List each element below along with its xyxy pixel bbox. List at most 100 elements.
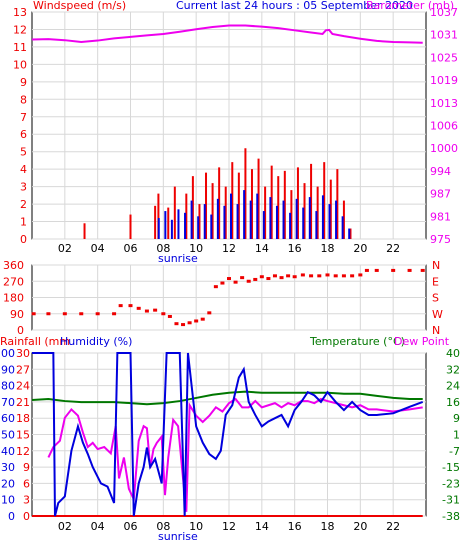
wind-y-tick-label: 12 [13,23,27,36]
direction-point [46,312,51,316]
baro-y-tick-label: 1006 [430,120,458,133]
wind-x-tick-label: 04 [91,242,105,255]
direction-point [333,274,338,278]
wind-y-tick-label: 8 [20,93,27,106]
hum-x-tick-label: 10 [189,520,203,533]
direction-point [364,268,369,272]
rain-tick-label: 12 [16,445,30,458]
baro-y-tick-label: 1000 [430,142,458,155]
direction-point [227,277,231,281]
temp-tick-label: 24 [446,380,460,393]
baro-y-tick-label: 1025 [430,51,458,64]
wind-y-tick-label: 7 [20,111,27,124]
dir-compass-label: N [432,324,440,337]
direction-point [259,275,264,279]
direction-point [279,276,284,280]
rain-tick-label: 0 [23,510,30,523]
humidity-tick-label: 70 [1,396,15,409]
direction-point [213,285,218,289]
hum-x-tick-label: 08 [156,520,170,533]
dir-compass-label: E [432,275,439,288]
direction-point [292,275,297,279]
dewpoint-line [47,397,423,512]
direction-point [317,274,322,278]
wind-y-tick-label: 6 [20,128,27,141]
dir-y-tick-label: 90 [10,308,24,321]
direction-point [174,322,179,326]
direction-point [200,317,205,321]
direction-point [246,279,251,283]
baro-y-tick-label: 1031 [430,29,458,42]
direction-point [62,312,67,316]
rain-tick-label: 21 [16,396,30,409]
rain-tick-label: 15 [16,429,30,442]
temp-tick-label: 40 [446,347,460,360]
dir-y-tick-label: 360 [3,259,24,272]
dir-compass-label: W [432,308,443,321]
wind-x-tick-label: 12 [222,242,236,255]
hum-x-tick-label: 12 [222,520,236,533]
humidity-tick-label: 80 [1,380,15,393]
dir-compass-label: N [432,259,440,272]
hum-x-tick-label: 02 [58,520,72,533]
baro-y-tick-label: 987 [430,188,451,201]
humidity-tick-label: 40 [1,445,15,458]
wind-x-tick-label: 16 [288,242,302,255]
wind-x-tick-label: 08 [156,242,170,255]
wind-x-tick-label: 06 [124,242,138,255]
direction-point [420,268,425,272]
wind-x-tick-label: 18 [321,242,335,255]
wind-y-tick-label: 13 [13,6,27,19]
baro-y-tick-label: 981 [430,210,451,223]
wind-y-tick-label: 11 [13,41,27,54]
humidity-tick-label: 20 [1,477,15,490]
humidity-line [32,352,424,517]
wind-y-tick-label: 10 [13,58,27,71]
baro-y-tick-label: 1037 [430,6,458,19]
direction-point [253,277,258,281]
baro-y-tick-label: 1013 [430,97,458,110]
direction-point [266,277,271,281]
hum-x-tick-label: 14 [255,520,269,533]
direction-point [194,319,199,323]
rain-tick-label: 18 [16,412,30,425]
rain-tick-label: 6 [23,477,30,490]
direction-point [233,280,238,284]
dewpoint-label: Dew Point [394,335,450,348]
rain-tick-label: 24 [16,380,30,393]
wind-y-tick-label: 9 [20,76,27,89]
humidity-tick-label: 10 [1,494,15,507]
direction-point [128,304,133,308]
dir-compass-label: S [432,292,439,305]
windspeed-label: Windspeed (m/s) [33,0,126,12]
temp-tick-label: 9 [453,412,460,425]
wind-x-tick-label: 20 [353,242,367,255]
hum-x-tick-label: 16 [288,520,302,533]
rain-tick-label: 3 [23,494,30,507]
humidity-tick-label: 30 [1,461,15,474]
dir-y-tick-label: 180 [3,292,24,305]
direction-point [325,273,330,277]
temp-tick-label: -15 [442,461,460,474]
temp-tick-label: -38 [442,510,460,523]
direction-point [286,274,291,278]
direction-point [79,312,84,316]
direction-point [358,273,363,277]
humidity-tick-label: 50 [1,429,15,442]
temp-tick-label: 32 [446,363,460,376]
direction-point [187,321,192,325]
direction-point [309,274,314,278]
direction-point [161,312,166,316]
direction-point [240,276,245,280]
wind-y-tick-label: 1 [20,216,27,229]
hum-x-tick-label: 06 [124,520,138,533]
barometer-line [31,24,423,44]
title-label: Current last 24 hours : 05 September 202… [176,0,413,12]
direction-point [95,312,100,316]
temp-tick-label: 1 [453,429,460,442]
direction-point [220,281,225,285]
humidity-label: Humidity (%) [60,335,132,348]
rain-tick-label: 27 [16,363,30,376]
direction-point [153,308,158,312]
sunrise-label-top: sunrise [158,252,198,265]
